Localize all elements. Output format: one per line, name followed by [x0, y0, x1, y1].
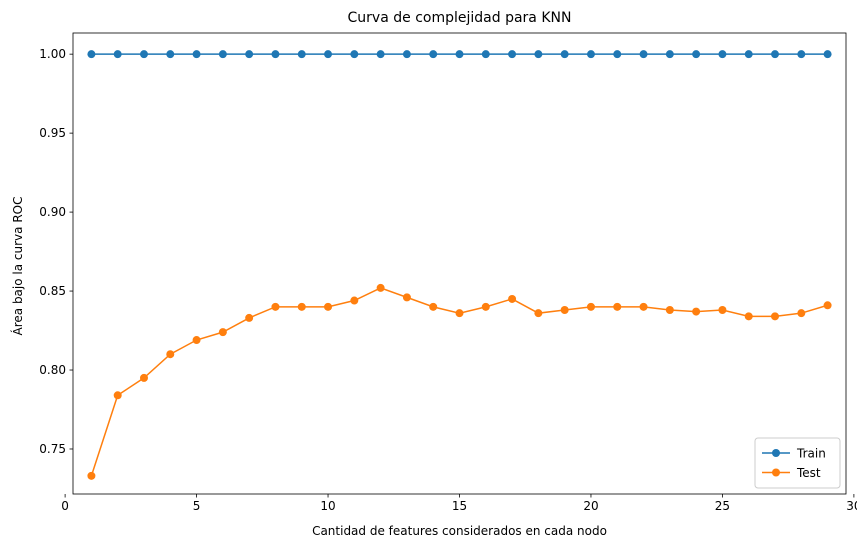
point-train [560, 50, 569, 59]
y-tick-label: 0.90 [39, 205, 66, 219]
point-train [87, 50, 96, 59]
x-axis-label: Cantidad de features considerados en cad… [312, 524, 607, 538]
point-test [402, 293, 411, 302]
x-tick-label: 30 [846, 499, 857, 513]
point-test [455, 309, 464, 318]
point-test [692, 307, 701, 316]
legend-items: Train Test [762, 447, 826, 480]
point-test [797, 309, 806, 318]
point-test [613, 302, 622, 311]
point-test [665, 306, 674, 315]
point-train [613, 50, 622, 59]
legend-marker-train [772, 449, 780, 457]
point-train [192, 50, 201, 59]
point-train [350, 50, 359, 59]
y-tick-label: 0.80 [39, 363, 66, 377]
point-train [139, 50, 148, 59]
x-tick-label: 20 [583, 499, 598, 513]
point-test [771, 312, 780, 321]
x-tick-label: 10 [320, 499, 335, 513]
point-train [271, 50, 280, 59]
y-tick-label: 0.85 [39, 284, 66, 298]
point-test [166, 350, 175, 359]
point-test [139, 373, 148, 382]
point-test [324, 302, 333, 311]
point-train [455, 50, 464, 59]
point-train [113, 50, 122, 59]
plot-frame [72, 32, 847, 495]
legend-marker-test [772, 468, 780, 477]
x-ticks: 0 5 10 15 20 25 30 [61, 494, 857, 513]
point-test [87, 471, 96, 480]
chart-title: Curva de complejidad para KNN [348, 10, 572, 26]
point-train [797, 50, 806, 59]
y-tick-label: 0.75 [39, 442, 66, 456]
point-test [744, 312, 753, 321]
x-tick-label: 25 [715, 499, 730, 513]
point-train [771, 50, 780, 59]
point-train [245, 50, 254, 59]
x-tick-label: 5 [193, 499, 201, 513]
point-train [639, 50, 648, 59]
legend-label-test: Test [796, 466, 821, 480]
point-train [481, 50, 490, 59]
x-tick-label: 0 [61, 499, 69, 513]
legend: Train Test [754, 437, 841, 489]
point-test [192, 336, 201, 345]
point-train [402, 50, 411, 59]
y-tick-label: 1.00 [39, 47, 66, 61]
point-train [665, 50, 674, 59]
point-test [271, 302, 280, 311]
point-train [218, 50, 227, 59]
x-tick-label: 15 [452, 499, 467, 513]
point-train [744, 50, 753, 59]
point-train [429, 50, 438, 59]
point-train [692, 50, 701, 59]
point-test [639, 302, 648, 311]
point-train [297, 50, 306, 59]
point-train [376, 50, 385, 59]
point-test [245, 313, 254, 322]
point-test [823, 301, 832, 310]
legend-box [754, 437, 841, 489]
point-test [560, 306, 569, 315]
point-test [718, 306, 727, 315]
point-train [823, 50, 832, 59]
y-ticks: 0.75 0.80 0.85 0.90 0.95 1.00 [39, 47, 73, 456]
point-train [324, 50, 333, 59]
point-train [166, 50, 175, 59]
y-tick-label: 0.95 [39, 126, 66, 140]
point-test [297, 302, 306, 311]
point-train [508, 50, 517, 59]
point-test [376, 283, 385, 292]
point-train [718, 50, 727, 59]
point-test [534, 309, 543, 318]
series-layer [87, 50, 832, 480]
point-test [429, 302, 438, 311]
point-test [113, 391, 122, 400]
point-train [534, 50, 543, 59]
point-test [218, 328, 227, 337]
y-axis-label: Área bajo la curva ROC [10, 197, 25, 336]
point-test [350, 296, 359, 305]
legend-label-train: Train [796, 447, 826, 461]
point-train [586, 50, 595, 59]
point-test [481, 302, 490, 311]
point-test [508, 294, 517, 303]
point-test [586, 302, 595, 311]
